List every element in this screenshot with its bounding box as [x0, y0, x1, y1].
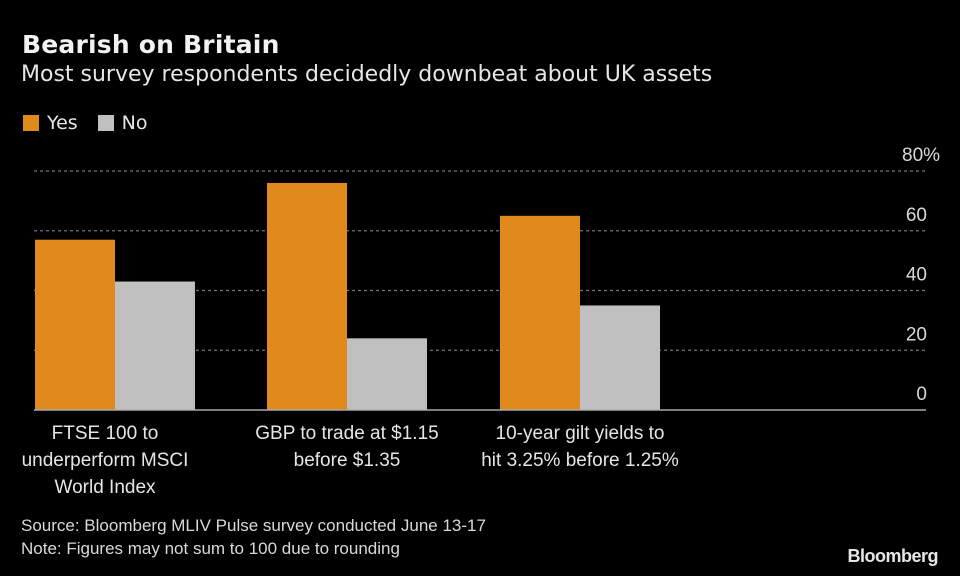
category-label-ftse: FTSE 100 to underperform MSCI World Index	[0, 420, 225, 501]
legend-label-no: No	[121, 112, 148, 134]
chart-subtitle: Most survey respondents decidedly downbe…	[21, 62, 713, 87]
legend: Yes No	[23, 112, 168, 134]
bar-yes-0	[35, 239, 115, 410]
source-note: Source: Bloomberg MLIV Pulse survey cond…	[21, 516, 486, 535]
rounding-note: Note: Figures may not sum to 100 due to …	[21, 539, 400, 558]
bar-yes-1	[267, 182, 347, 410]
bloomberg-logo: Bloomberg	[847, 546, 938, 566]
category-label-gbp: GBP to trade at $1.15 before $1.35	[227, 420, 467, 474]
bar-no-1	[347, 338, 427, 410]
legend-swatch-yes	[23, 115, 39, 131]
y-axis: 0 20 40 60 80%	[34, 145, 940, 411]
y-tick-label-0: 0	[916, 384, 927, 405]
y-tick-label-20: 20	[906, 324, 927, 345]
bar-yes-2	[500, 215, 580, 410]
bar-no-2	[580, 305, 660, 410]
bars	[35, 182, 660, 410]
y-tick-label-80: 80%	[902, 145, 940, 166]
category-label-gilt: 10-year gilt yields to hit 3.25% before 1…	[460, 420, 700, 474]
category-label-line: underperform MSCI	[21, 450, 189, 471]
y-tick-label-40: 40	[906, 265, 927, 286]
category-label-line: before $1.35	[293, 450, 401, 471]
gridlines	[34, 170, 926, 351]
legend-item-yes: Yes	[23, 112, 78, 134]
category-label-line: FTSE 100 to	[51, 423, 159, 444]
category-label-line: World Index	[54, 477, 156, 498]
legend-swatch-no	[97, 115, 114, 131]
category-label-line: GBP to trade at $1.15	[255, 423, 439, 444]
category-label-line: 10-year gilt yields to	[495, 423, 665, 444]
y-tick-label-60: 60	[906, 205, 927, 226]
legend-label-yes: Yes	[47, 112, 78, 134]
legend-item-no: No	[97, 112, 148, 134]
chart-title: Bearish on Britain	[22, 30, 280, 59]
bar-no-0	[115, 281, 195, 410]
category-label-line: hit 3.25% before 1.25%	[481, 450, 679, 471]
footnotes: Source: Bloomberg MLIV Pulse survey cond…	[21, 514, 486, 560]
